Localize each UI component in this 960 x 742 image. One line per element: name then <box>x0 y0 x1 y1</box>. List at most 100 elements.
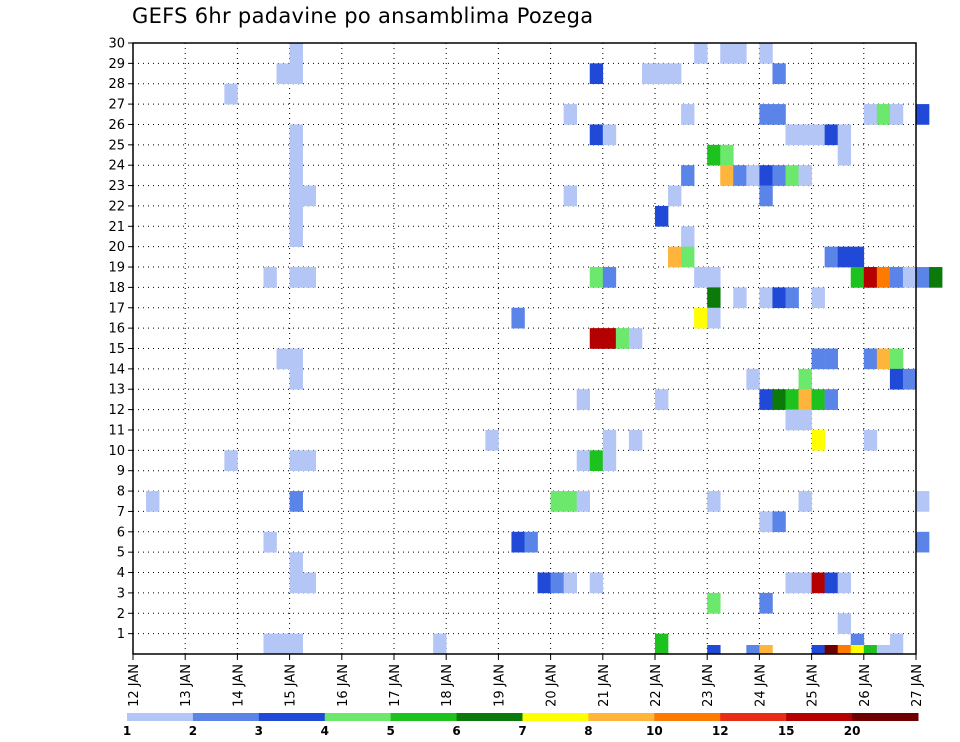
heatmap-cell <box>302 572 316 594</box>
y-tick-label: 10 <box>108 444 125 459</box>
heatmap-cell <box>837 144 852 166</box>
heatmap-cell <box>289 368 303 390</box>
x-tick-label: 19 JAN <box>492 664 507 707</box>
heatmap-cell <box>759 185 773 207</box>
x-tick-label: 27 JAN <box>910 664 925 707</box>
heatmap-cell <box>485 429 499 451</box>
heatmap-cell <box>759 389 773 410</box>
heatmap-cell <box>224 83 238 105</box>
heatmap-cell <box>681 226 695 247</box>
chart-title: GEFS 6hr padavine po ansamblima Pozega <box>132 4 594 28</box>
heatmap-cell <box>707 144 721 166</box>
heatmap-cell <box>263 531 277 553</box>
heatmap-cell <box>889 368 904 390</box>
heatmap-cell <box>772 63 786 85</box>
heatmap-cell <box>811 389 825 410</box>
y-tick-label: 23 <box>108 179 125 194</box>
heatmap-cell <box>602 267 617 288</box>
y-tick-label: 19 <box>108 261 125 276</box>
y-tick-label: 21 <box>108 220 125 235</box>
y-tick-label: 29 <box>108 57 125 72</box>
y-tick-label: 13 <box>108 383 125 398</box>
colorbar-segment <box>127 713 194 721</box>
heatmap-cell <box>850 246 865 268</box>
heatmap-cell <box>681 165 695 186</box>
heatmap-cell <box>798 389 812 410</box>
heatmap-cell <box>589 63 604 85</box>
heatmap-cell <box>811 429 825 451</box>
colorbar-segment <box>588 713 655 721</box>
colorbar-segment <box>522 713 589 721</box>
x-tick-label: 15 JAN <box>284 664 299 707</box>
x-tick-label: 24 JAN <box>753 664 768 707</box>
strip-cell <box>811 645 825 654</box>
heatmap-cell <box>694 267 708 288</box>
colorbar-label: 7 <box>518 724 526 738</box>
heatmap-cell <box>589 572 604 594</box>
y-tick-label: 20 <box>108 240 125 255</box>
colorbar-label: 2 <box>189 724 197 738</box>
heatmap-cell <box>694 307 708 329</box>
heatmap-cell <box>798 572 812 594</box>
x-tick-label: 21 JAN <box>597 664 612 707</box>
colorbar-segment <box>852 713 919 721</box>
heatmap-cell <box>707 592 721 614</box>
x-tick-label: 26 JAN <box>858 664 873 707</box>
x-tick-label: 25 JAN <box>806 664 821 707</box>
colorbar-segment <box>654 713 721 721</box>
y-tick-label: 25 <box>108 138 125 153</box>
heatmap-cell <box>289 124 303 146</box>
heatmap-cell <box>876 267 891 288</box>
y-tick-label: 30 <box>108 37 125 52</box>
y-tick-label: 14 <box>108 362 125 377</box>
colorbar-label: 1 <box>123 724 131 738</box>
heatmap-cell <box>746 165 760 186</box>
strip-cell <box>850 645 865 654</box>
heatmap-cell <box>302 450 316 471</box>
heatmap-cell <box>798 368 812 390</box>
colorbar-label: 4 <box>321 724 329 738</box>
heatmap-cell <box>563 572 577 594</box>
y-tick-label: 16 <box>108 322 125 337</box>
colorbar-segment <box>786 713 853 721</box>
y-tick-label: 3 <box>117 586 125 601</box>
heatmap-cell <box>772 165 786 186</box>
colorbar-label: 20 <box>844 724 861 738</box>
heatmap-cell <box>289 552 303 573</box>
y-tick-label: 2 <box>117 607 125 622</box>
heatmap-cell <box>889 267 904 288</box>
y-tick-label: 6 <box>117 525 125 540</box>
strip-cell <box>863 645 878 654</box>
heatmap-cell <box>224 450 238 471</box>
heatmap-cell <box>720 43 734 64</box>
heatmap-cell <box>289 205 303 227</box>
heatmap-cell <box>655 63 669 85</box>
x-tick-label: 13 JAN <box>179 664 194 707</box>
heatmap-cell <box>811 572 825 594</box>
y-tick-label: 4 <box>117 566 125 581</box>
heatmap-cell <box>824 246 838 268</box>
colorbar-segment <box>390 713 458 721</box>
y-tick-label: 15 <box>108 342 125 357</box>
heatmap-cell <box>289 165 303 186</box>
heatmap-cell <box>707 307 721 329</box>
heatmap-cell <box>916 267 930 288</box>
colorbar-segment <box>192 713 260 721</box>
x-tick-label: 20 JAN <box>545 664 560 707</box>
strip-cell <box>746 645 760 654</box>
heatmap-cell <box>902 267 917 288</box>
heatmap-cell <box>289 348 303 370</box>
heatmap-cell <box>289 491 303 512</box>
heatmap-cell <box>785 287 799 309</box>
y-tick-label: 24 <box>108 159 125 174</box>
y-tick-label: 18 <box>108 281 125 296</box>
heatmap-cell <box>720 144 734 166</box>
heatmap-cell <box>602 450 617 471</box>
heatmap-cell <box>798 409 812 431</box>
heatmap-cell <box>289 572 303 594</box>
heatmap-cell <box>733 165 747 186</box>
x-tick-label: 22 JAN <box>649 664 664 707</box>
heatmap-cell <box>289 185 303 207</box>
heatmap-cell <box>263 633 277 655</box>
heatmap-cell <box>863 104 878 125</box>
